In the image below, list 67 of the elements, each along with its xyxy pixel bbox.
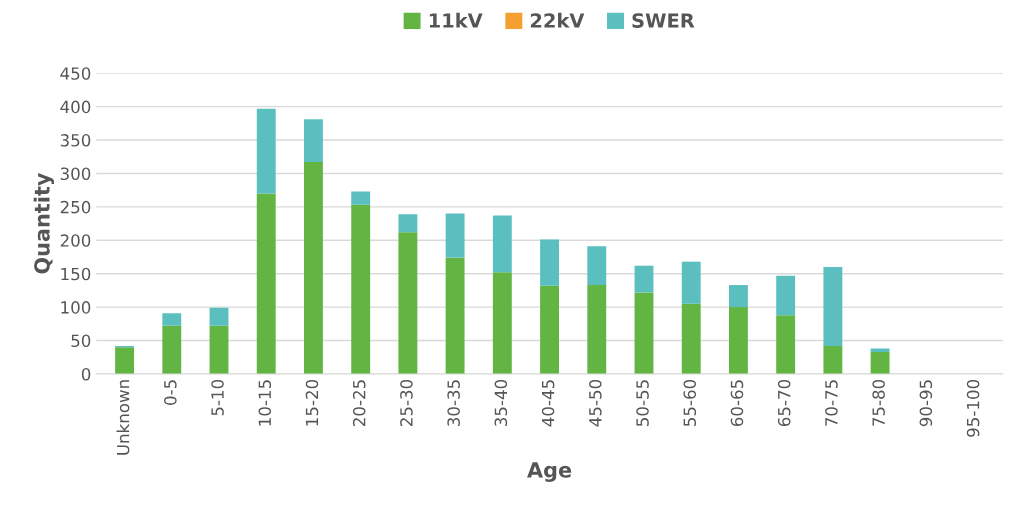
bar xyxy=(445,213,465,258)
bar xyxy=(728,307,748,374)
bar xyxy=(681,303,701,374)
x-tick-label: 40-45 xyxy=(541,380,555,427)
x-tick-label: 65-70 xyxy=(777,379,791,427)
bar xyxy=(492,272,512,374)
bar xyxy=(115,347,135,374)
y-tick-label: 450 xyxy=(60,67,91,80)
legend-label: 11kV xyxy=(429,12,483,28)
x-tick-label: 50-55 xyxy=(636,380,649,426)
bar xyxy=(870,351,890,374)
x-tick-label: 5-10 xyxy=(211,379,224,416)
x-tick-label: 35-40 xyxy=(494,379,508,426)
x-axis-title: Age xyxy=(527,462,572,482)
legend-label: 22kV xyxy=(530,12,585,28)
x-tick-label: 45-50 xyxy=(589,379,602,427)
bar xyxy=(728,285,748,308)
y-tick-label: 400 xyxy=(60,100,91,114)
x-tick-label: 70-75 xyxy=(825,380,838,426)
x-tick-label: 90-95 xyxy=(919,380,933,427)
legend-label: SWER xyxy=(632,13,695,28)
x-tick-label: 20-25 xyxy=(352,380,366,427)
y-tick-label: 150 xyxy=(61,267,91,281)
y-tick-label: 0 xyxy=(81,367,91,381)
x-tick-label: 55-60 xyxy=(683,379,697,426)
bar xyxy=(681,261,701,304)
x-tick-label: 95-100 xyxy=(966,379,980,437)
bar xyxy=(398,232,418,374)
x-tick-label: 25-30 xyxy=(400,379,413,427)
bar xyxy=(398,214,418,233)
x-tick-label: 30-35 xyxy=(447,380,460,426)
y-tick-label: 50 xyxy=(71,334,91,348)
bar xyxy=(209,325,229,374)
x-tick-label: 60-65 xyxy=(730,380,744,427)
bar xyxy=(256,108,276,194)
bar xyxy=(776,275,796,316)
bar xyxy=(162,313,182,326)
bar xyxy=(445,257,465,374)
x-tick-label: 10-15 xyxy=(258,380,272,426)
x-tick-label: 0-5 xyxy=(164,380,177,405)
bar xyxy=(256,193,276,374)
y-tick-label: 300 xyxy=(60,167,91,181)
y-tick-label: 250 xyxy=(60,200,91,214)
bar xyxy=(540,285,559,374)
bar xyxy=(823,345,843,374)
bar xyxy=(304,162,323,374)
bar xyxy=(587,246,607,286)
x-tick-label: Unknown xyxy=(116,380,130,455)
bar xyxy=(209,307,229,326)
x-tick-label: 15-20 xyxy=(305,379,319,426)
bar xyxy=(776,315,796,374)
bar xyxy=(870,348,890,352)
bar xyxy=(634,292,654,374)
bar xyxy=(492,215,512,273)
bar xyxy=(540,239,559,286)
y-tick-label: 350 xyxy=(60,134,91,147)
bar xyxy=(304,119,323,163)
bar xyxy=(351,204,371,374)
x-tick-label: 75-80 xyxy=(872,379,885,426)
bar xyxy=(162,325,182,374)
bar xyxy=(587,285,607,374)
y-tick-label: 200 xyxy=(60,234,91,247)
bar xyxy=(351,191,371,205)
y-axis-title: Quantity xyxy=(33,172,55,274)
bar xyxy=(634,265,654,293)
y-tick-label: 100 xyxy=(61,301,91,314)
bar xyxy=(823,267,843,346)
